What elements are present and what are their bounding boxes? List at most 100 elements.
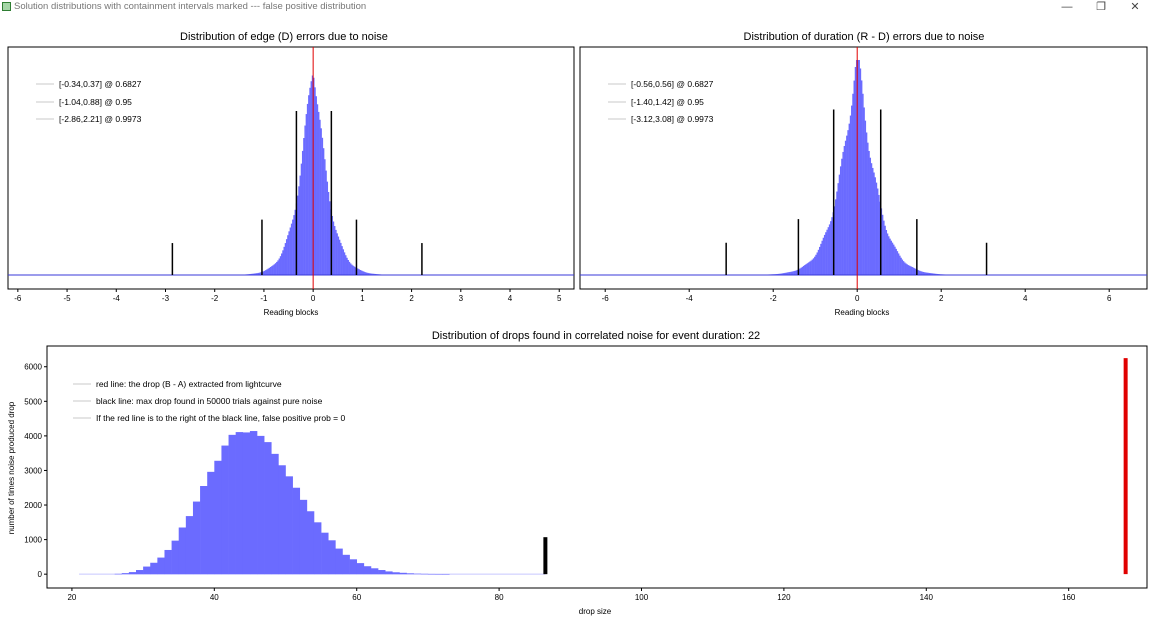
histogram-bar [278, 465, 286, 575]
distribution-bar [831, 217, 833, 275]
distribution-bar [927, 272, 929, 275]
distribution-bar [262, 271, 265, 275]
distribution-bar [894, 246, 896, 275]
x-tick-label: 20 [67, 593, 76, 602]
distribution-bar [253, 273, 256, 275]
x-tick-label: -5 [63, 294, 71, 303]
distribution-bar [778, 273, 780, 275]
x-tick-label: -4 [686, 294, 694, 303]
close-button[interactable]: ✕ [1130, 1, 1140, 13]
distribution-bar [289, 227, 292, 275]
distribution-bar [779, 273, 782, 275]
histogram-bar [271, 453, 279, 575]
distribution-bar [284, 243, 287, 275]
distribution-bar [303, 138, 305, 275]
histogram-bar [150, 562, 158, 575]
histogram-bar [299, 499, 308, 575]
drop-distribution-plot-frame [46, 345, 1148, 589]
distribution-bar [309, 87, 311, 275]
duration-error-panel: Distribution of duration (R - D) errors … [579, 31, 1148, 317]
histogram-bar [128, 572, 137, 575]
histogram-bar [143, 566, 151, 575]
distribution-bar [288, 231, 290, 275]
edge-error-xlabel: Reading blocks [264, 308, 319, 317]
distribution-bar [886, 233, 889, 275]
distribution-bar [281, 253, 283, 275]
distribution-bar [336, 233, 338, 275]
x-tick-label: 60 [352, 593, 361, 602]
distribution-bar [839, 166, 842, 275]
x-tick-label: 0 [855, 294, 860, 303]
distribution-bar [897, 253, 900, 275]
distribution-bar [357, 268, 359, 275]
distribution-bar [809, 261, 811, 275]
histogram-bar [221, 445, 229, 575]
distribution-bar [865, 132, 868, 275]
y-tick-label: 1000 [24, 536, 42, 545]
distribution-bar [290, 223, 293, 275]
distribution-bar [784, 272, 786, 275]
distribution-bar [920, 271, 922, 275]
minimize-button[interactable]: — [1061, 1, 1073, 13]
distribution-bar [912, 267, 915, 275]
edge-error-panel: Distribution of edge (D) errors due to n… [7, 31, 575, 317]
histogram-bar [378, 570, 386, 575]
distribution-bar [860, 80, 863, 275]
distribution-bar [347, 259, 349, 275]
restore-button[interactable]: ❐ [1096, 1, 1106, 13]
distribution-bar [354, 267, 357, 275]
distribution-bar [870, 163, 873, 275]
distribution-bar [299, 175, 301, 275]
distribution-bar [881, 214, 884, 275]
histogram-bar [164, 549, 172, 575]
distribution-bar [899, 255, 901, 275]
distribution-bar [294, 209, 297, 275]
x-tick-label: 6 [1107, 294, 1112, 303]
distribution-bar [923, 272, 926, 275]
distribution-bar [934, 273, 937, 275]
duration-error-plot-frame [579, 46, 1148, 290]
distribution-bar [906, 264, 908, 275]
legend-entry: red line: the drop (B - A) extracted fro… [96, 379, 282, 389]
distribution-bar [921, 271, 923, 275]
distribution-bar [891, 242, 894, 275]
distribution-bar [278, 258, 281, 275]
x-tick-label: 1 [360, 294, 365, 303]
distribution-bar [313, 77, 315, 275]
distribution-bar [902, 261, 905, 275]
legend-entry: If the red line is to the right of the b… [96, 413, 346, 423]
histogram-bar [349, 559, 358, 575]
distribution-bar [835, 199, 837, 275]
duration-error-legend: [-0.56,0.56] @ 0.6827 [-1.40,1.42] @ 0.9… [608, 79, 714, 124]
distribution-bar [933, 273, 936, 275]
distribution-bar [885, 229, 888, 275]
distribution-bar [352, 265, 354, 275]
distribution-bar [343, 252, 346, 275]
legend-entry: [-1.40,1.42] @ 0.95 [631, 97, 704, 107]
distribution-bar [340, 242, 342, 275]
histogram-bar [392, 572, 400, 575]
distribution-bar [810, 260, 812, 275]
x-tick-label: 2 [939, 294, 944, 303]
distribution-bar [298, 186, 300, 275]
distribution-bar [258, 272, 261, 275]
distribution-bar [277, 260, 279, 275]
histogram-bar [264, 442, 272, 575]
distribution-bar [907, 265, 910, 275]
histogram-bar [335, 548, 343, 575]
distribution-bar [316, 104, 319, 275]
distribution-bar [928, 272, 931, 275]
distribution-bar [867, 142, 869, 275]
distribution-bar [854, 66, 857, 276]
distribution-bar [342, 249, 345, 275]
legend-entry: black line: max drop found in 50000 tria… [96, 396, 323, 406]
x-tick-label: 4 [508, 294, 513, 303]
distribution-bar [895, 248, 897, 275]
distribution-bar [285, 239, 288, 275]
edge-error-plot-frame [7, 46, 575, 290]
distribution-bar [306, 103, 309, 276]
histogram-bar [285, 476, 293, 575]
distribution-bar [799, 268, 801, 275]
x-tick-label: -4 [113, 294, 121, 303]
